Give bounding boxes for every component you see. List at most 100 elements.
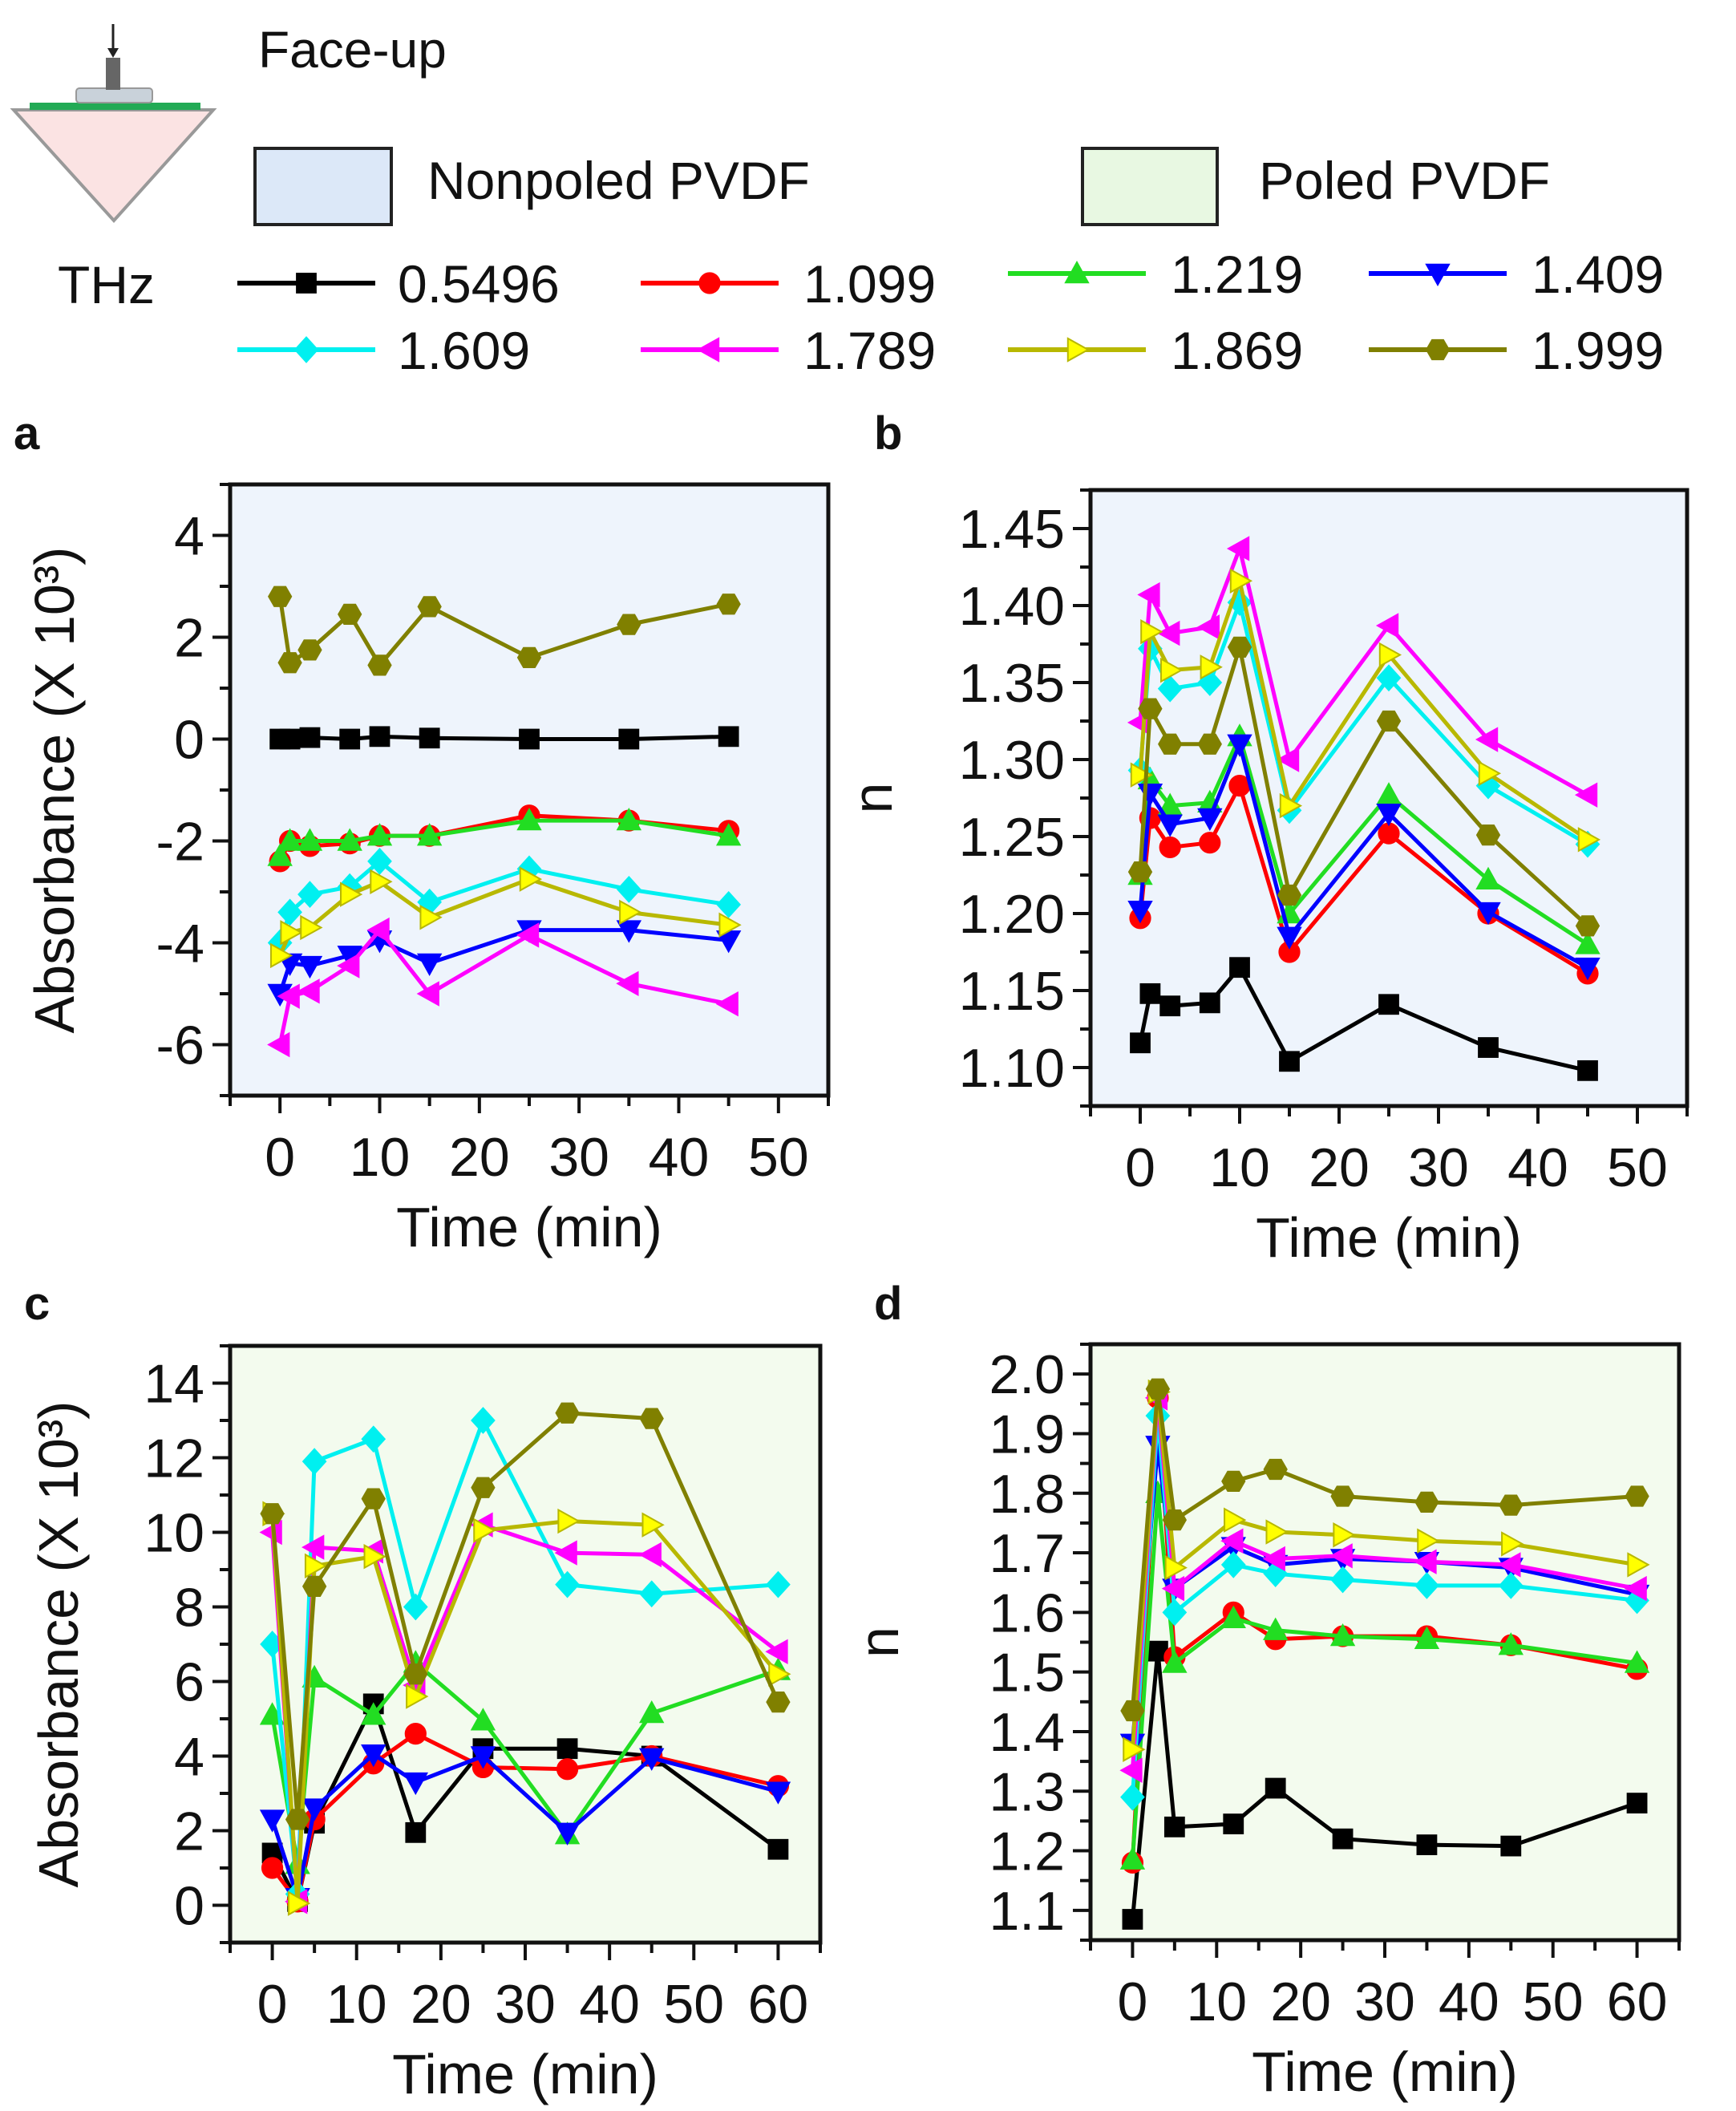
panel-b: b 1.10 1.15 1.20 1.25 1.30 1.35 1.40 1.45 0 10 20 30… (841, 407, 1689, 1269)
data-point (716, 890, 742, 918)
y-tick-label: 1.20 (959, 884, 1065, 945)
y-tick-label: 8 (174, 1578, 204, 1639)
legend-label: 1.099 (803, 254, 936, 314)
data-point (1224, 1507, 1247, 1533)
data-point (641, 1512, 665, 1538)
data-point (1262, 1546, 1285, 1572)
data-point (268, 585, 293, 607)
data-point (1378, 994, 1399, 1015)
data-point (1577, 827, 1601, 853)
series-0.5496 (1122, 1640, 1648, 1930)
data-point (619, 899, 642, 926)
plot-area (230, 484, 828, 1096)
y-axis: 1.10 1.15 1.20 1.25 1.30 1.35 1.40 1.45 (959, 488, 1091, 1108)
y-tick-label: 1.15 (959, 961, 1065, 1022)
data-point (1200, 654, 1223, 680)
x-axis: 0 10 20 30 40 50 60 (1089, 1940, 1681, 2032)
data-point (337, 828, 362, 851)
data-point (304, 1553, 328, 1579)
x-tick-label: 50 (1523, 1971, 1584, 2032)
unit-label: THz (58, 255, 155, 314)
nonpoled-legend-label: Nonpoled PVDF (427, 151, 810, 210)
data-point (1498, 1632, 1524, 1655)
data-point (1221, 1470, 1246, 1493)
panel-letter: d (874, 1278, 902, 1330)
y-tick-label: 14 (144, 1354, 204, 1415)
y-axis-title: Absorbance (X 10³) (27, 1401, 90, 1888)
data-point (1223, 1813, 1244, 1835)
legend-item: 1.869 (1008, 321, 1303, 380)
x-tick-label: 10 (350, 1127, 411, 1188)
data-point (1158, 733, 1183, 755)
x-tick-label: 30 (548, 1127, 609, 1188)
x-tick-label: 20 (1270, 1971, 1331, 2032)
data-point (1575, 958, 1600, 981)
legend-label: 0.5496 (398, 254, 560, 314)
legend-item: 1.099 (641, 254, 936, 314)
y-axis-title: n (848, 1627, 910, 1658)
y-axis-title: n (841, 783, 904, 814)
data-point (1220, 1605, 1246, 1628)
data-point (1140, 618, 1163, 645)
plot-frame (1088, 1342, 1681, 1943)
y-tick-label: 4 (174, 506, 204, 567)
legend-item: 1.789 (641, 321, 936, 380)
data-point (267, 843, 293, 866)
data-point (1501, 1531, 1524, 1557)
data-point (1498, 1572, 1524, 1599)
data-point (1159, 836, 1181, 859)
data-point (1130, 762, 1154, 788)
data-point (1197, 733, 1222, 755)
data-point (715, 823, 742, 846)
data-point (1574, 782, 1598, 808)
data-point (405, 1821, 427, 1843)
x-axis: 0 10 20 30 40 50 (1089, 1106, 1689, 1198)
data-point (616, 920, 642, 943)
plot-area (1091, 1344, 1679, 1940)
data-point (1414, 1572, 1439, 1599)
y-tick-label: -4 (156, 914, 204, 974)
x-tick-label: 40 (649, 1127, 710, 1188)
data-point (1417, 1528, 1440, 1554)
data-point (277, 652, 302, 674)
data-point (1119, 1846, 1146, 1870)
data-point (259, 1809, 285, 1833)
data-point (1157, 814, 1183, 837)
data-point (516, 808, 542, 831)
series-1.869 (262, 1501, 791, 1916)
data-point (1159, 995, 1181, 1017)
data-point (261, 1857, 284, 1879)
data-point (639, 1408, 664, 1429)
series-1.999 (260, 1402, 791, 1830)
plot-frame (228, 482, 831, 1098)
series-1.219 (267, 808, 742, 866)
data-point (1329, 1623, 1356, 1647)
data-point (1164, 1554, 1188, 1581)
data-point (363, 1544, 386, 1570)
series-1.869 (1130, 568, 1601, 853)
y-axis: -6 -4 -2 0 2 4 (156, 483, 230, 1097)
data-point (617, 614, 641, 635)
y-tick-label: 1.3 (989, 1761, 1065, 1822)
data-point (1500, 1835, 1522, 1857)
data-point (470, 1746, 496, 1769)
data-point (519, 866, 543, 892)
data-point (301, 1534, 325, 1560)
data-point (416, 953, 443, 976)
data-point (555, 1570, 580, 1598)
data-point (765, 1781, 791, 1805)
x-tick-label: 10 (1186, 1971, 1247, 2032)
x-tick-label: 0 (257, 1974, 288, 2035)
data-point (1127, 900, 1153, 924)
data-point (406, 1684, 429, 1709)
x-tick-label: 40 (579, 1974, 640, 2035)
legend-item: 1.219 (1008, 245, 1303, 304)
data-point (403, 1663, 428, 1685)
x-tick-label: 40 (1507, 1137, 1568, 1198)
data-point (277, 898, 302, 926)
data-point (516, 646, 542, 669)
y-tick-label: 12 (144, 1428, 204, 1489)
data-point (369, 726, 390, 748)
data-point (1498, 1552, 1521, 1578)
